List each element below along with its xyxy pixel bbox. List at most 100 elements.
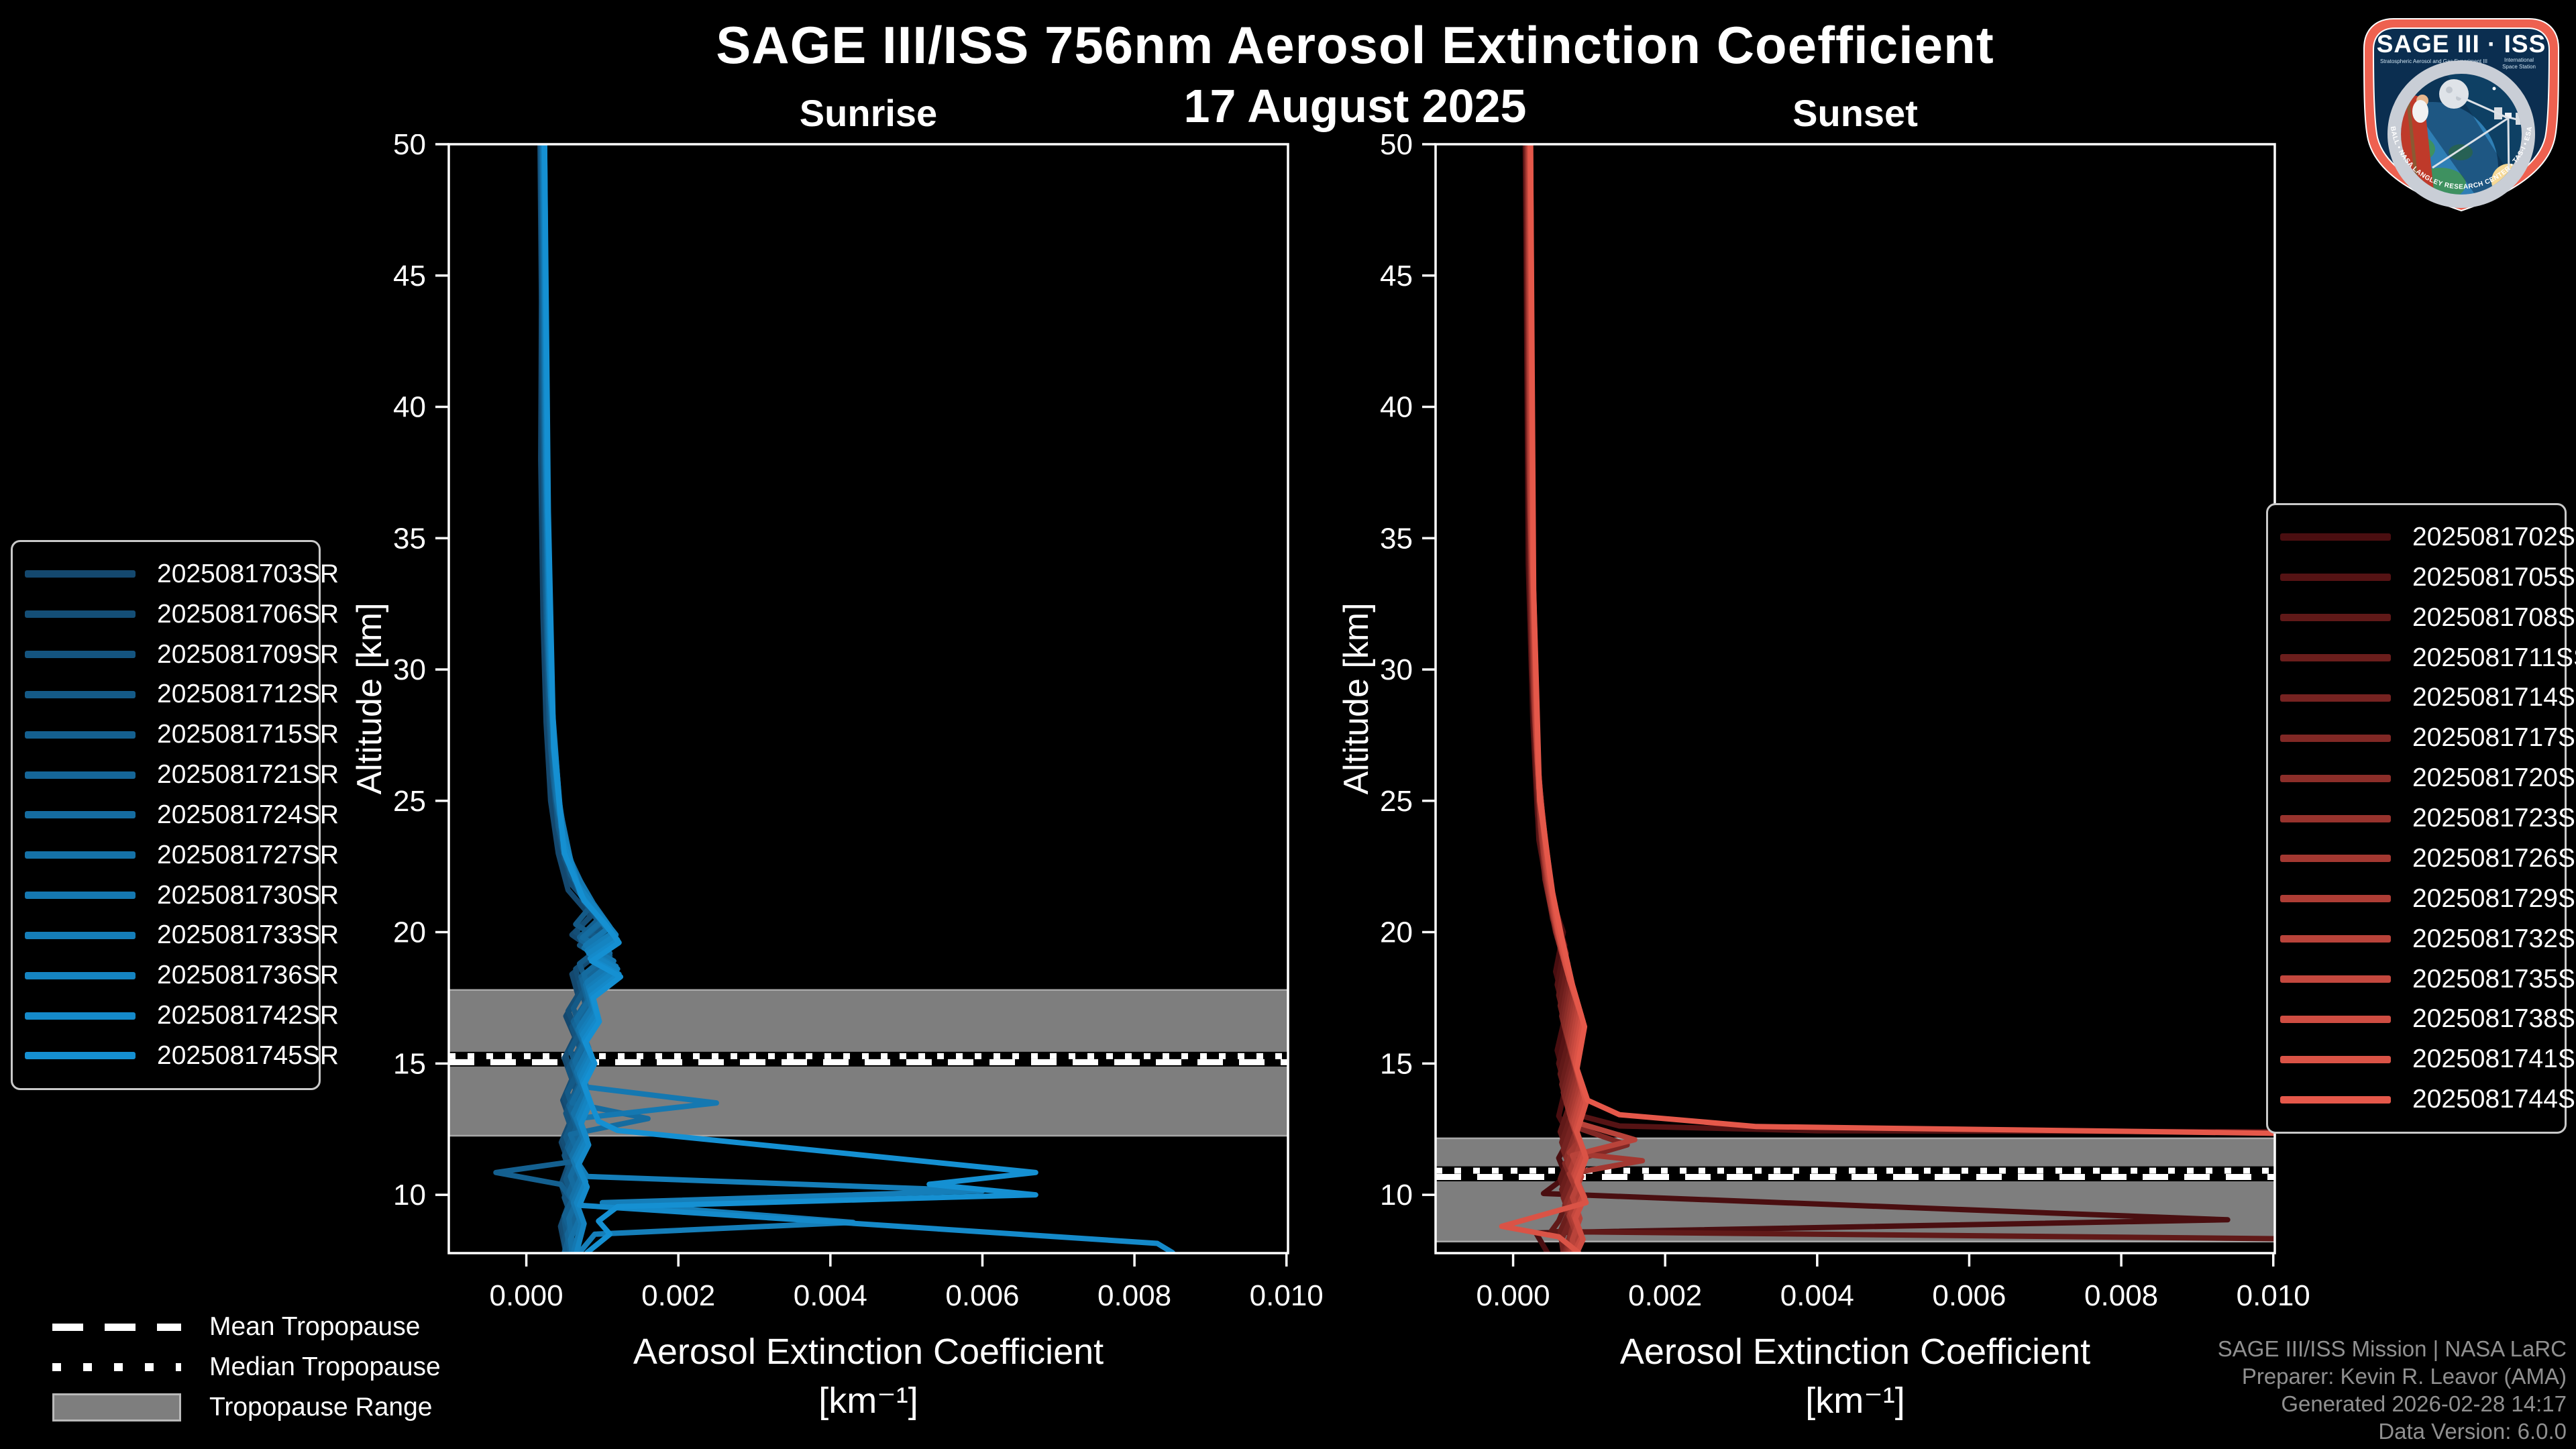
sunset-chart-panel: 0.000 0.002 0.004 0.006 0.008 0.010 10 15 20 25 30… <box>1336 128 2315 1442</box>
legend-item-2025081738SS: 2025081738SS <box>2280 1004 2576 1034</box>
y-axis-label: Altitude [km] <box>350 602 389 794</box>
series-label: 2025081715SR <box>157 720 339 749</box>
series-label: 2025081735SS <box>2412 964 2576 994</box>
x-tick-label: 0.000 <box>490 1279 564 1312</box>
series-color-swatch <box>25 971 136 979</box>
series-2025081745SR <box>541 144 1038 1253</box>
legend-item-2025081712SR: 2025081712SR <box>25 680 339 709</box>
sunset-chart: 0.000 0.002 0.004 0.006 0.008 0.010 10 15 20 25 30… <box>1337 128 2310 1421</box>
legend-item-2025081741SS: 2025081741SS <box>2280 1044 2576 1074</box>
series-label: 2025081745SR <box>157 1040 339 1070</box>
legend-item-2025081742SR: 2025081742SR <box>25 1001 339 1030</box>
iss-sketch <box>2432 93 2522 182</box>
legend-item-2025081745SR: 2025081745SR <box>25 1041 339 1071</box>
date-subtitle: 17 August 2025 <box>1183 80 1527 132</box>
legend-item-2025081736SR: 2025081736SR <box>25 961 339 990</box>
patch-title: SAGE III · ISS <box>2377 30 2546 58</box>
series-color-swatch <box>2280 694 2391 702</box>
series-color-swatch <box>25 851 136 859</box>
y-tick-label: 10 <box>1380 1179 1413 1212</box>
series-label: 2025081742SR <box>157 1001 339 1030</box>
footer-credits: SAGE III/ISS Mission | NASA LaRC Prepare… <box>2218 1335 2567 1445</box>
y-tick-label: 15 <box>1380 1047 1413 1080</box>
series-label: 2025081727SR <box>157 840 339 869</box>
legend-item-2025081732SS: 2025081732SS <box>2280 924 2576 954</box>
footer-line-version: Data Version: 6.0.0 <box>2378 1419 2567 1444</box>
series-color-swatch <box>2280 975 2391 983</box>
x-axis-label: Aerosol Extinction Coefficient <box>1620 1332 2090 1372</box>
series-label: 2025081706SR <box>157 599 339 629</box>
series-color-swatch <box>2280 1015 2391 1023</box>
legend-label: Mean Tropopause <box>209 1312 421 1341</box>
continent <box>2449 144 2473 160</box>
series-label: 2025081721SR <box>157 760 339 790</box>
series-color-swatch <box>2280 574 2391 582</box>
y-tick-label: 35 <box>393 522 426 555</box>
y-tick-label: 20 <box>393 916 426 949</box>
x-axis-label: Aerosol Extinction Coefficient <box>633 1332 1104 1372</box>
series-color-swatch <box>2280 614 2391 622</box>
patch-ring <box>2387 60 2535 208</box>
x-axis-unit: [km⁻¹] <box>818 1381 918 1421</box>
legend-item-2025081706SR: 2025081706SR <box>25 600 339 629</box>
x-tick-label: 0.008 <box>2084 1279 2158 1312</box>
series-label: 2025081708SS <box>2412 602 2576 632</box>
legend-item-tropopause-range: Tropopause Range <box>52 1387 441 1428</box>
x-tick-label: 0.010 <box>1250 1279 1324 1312</box>
sunset-legend: 2025081702SS 2025081705SS 2025081708SS 2025… <box>2266 503 2576 1134</box>
series-color-swatch <box>25 731 136 739</box>
legend-item-2025081735SS: 2025081735SS <box>2280 965 2576 994</box>
series-label: 2025081705SS <box>2412 562 2576 592</box>
tropopause-legend: Mean Tropopause Median Tropopause Tropop… <box>52 1307 441 1428</box>
legend-item-2025081709SR: 2025081709SR <box>25 640 339 669</box>
series-color-swatch <box>25 610 136 619</box>
series-label: 2025081736SR <box>157 961 339 990</box>
series-color-swatch <box>25 892 136 900</box>
star <box>2492 87 2496 91</box>
y-tick-label: 45 <box>393 260 426 292</box>
x-axis-unit: [km⁻¹] <box>1805 1381 1904 1421</box>
legend-item-2025081724SR: 2025081724SR <box>25 800 339 830</box>
series-label: 2025081709SR <box>157 639 339 669</box>
series-color-swatch <box>25 1052 136 1060</box>
patch-subtitle-right-2: Space Station <box>2502 64 2536 70</box>
y-tick-label: 30 <box>393 653 426 686</box>
series-label: 2025081744SS <box>2412 1085 2576 1114</box>
legend-label: Median Tropopause <box>209 1352 441 1381</box>
mission-patch-logo: SAGE III · ISS Stratospheric Aerosol and… <box>2353 8 2569 213</box>
series-label: 2025081711SS <box>2412 643 2576 672</box>
series-color-swatch <box>2280 814 2391 822</box>
x-tick-label: 0.004 <box>794 1279 867 1312</box>
series-2025081708SS <box>1523 144 2275 1242</box>
legend-item-2025081726SS: 2025081726SS <box>2280 844 2576 873</box>
x-tick-label: 0.008 <box>1097 1279 1171 1312</box>
legend-item-2025081729SS: 2025081729SS <box>2280 884 2576 914</box>
series-color-swatch <box>2280 855 2391 863</box>
legend-item-2025081720SS: 2025081720SS <box>2280 763 2576 793</box>
patch-subtitle-right-1: International <box>2504 57 2534 63</box>
series-label: 2025081720SS <box>2412 763 2576 793</box>
legend-item-2025081708SS: 2025081708SS <box>2280 603 2576 633</box>
series-label: 2025081726SS <box>2412 843 2576 873</box>
legend-item-2025081717SS: 2025081717SS <box>2280 723 2576 753</box>
sunrise-panel-title: Sunrise <box>799 92 938 134</box>
legend-item-2025081703SR: 2025081703SR <box>25 559 339 589</box>
y-tick-label: 25 <box>393 785 426 818</box>
legend-label: Tropopause Range <box>209 1393 433 1421</box>
y-tick-label: 10 <box>393 1179 426 1212</box>
series-label: 2025081717SS <box>2412 723 2576 753</box>
footer-line-mission: SAGE III/ISS Mission | NASA LaRC <box>2217 1336 2567 1361</box>
legend-item-mean-tropopause: Mean Tropopause <box>52 1307 441 1347</box>
sunrise-chart: 0.000 0.002 0.004 0.006 0.008 0.010 10 15 20 25 30… <box>350 128 1324 1421</box>
legend-item-2025081715SR: 2025081715SR <box>25 720 339 749</box>
x-tick-label: 0.004 <box>1780 1279 1854 1312</box>
series-label: 2025081714SS <box>2412 683 2576 712</box>
y-tick-label: 30 <box>1380 653 1413 686</box>
footer-line-preparer: Preparer: Kevin R. Leavor (AMA) <box>2241 1364 2567 1389</box>
series-2025081705SS <box>1523 144 2275 1135</box>
moon-crater <box>2446 87 2453 93</box>
series-color-swatch <box>25 771 136 779</box>
legend-item-2025081744SS: 2025081744SS <box>2280 1085 2576 1114</box>
y-tick-label: 15 <box>393 1047 426 1080</box>
